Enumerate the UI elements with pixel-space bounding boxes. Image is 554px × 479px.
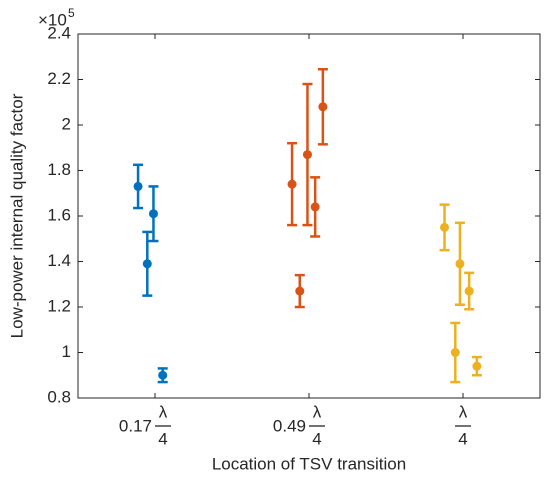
point (158, 370, 168, 380)
y-axis-label: Low-power internal quality factor (7, 93, 26, 338)
y-tick-label: 2.4 (47, 23, 71, 42)
x-tick-label-numerator: λ (313, 402, 322, 421)
x-tick-label-denominator: 4 (158, 429, 167, 448)
y-tick-label: 1.6 (47, 205, 71, 224)
x-tick-label-numerator: λ (459, 402, 468, 421)
y-tick-label: 2 (62, 114, 71, 133)
x-tick-label: 0.17 (119, 416, 152, 435)
y-multiplier-exponent: 5 (68, 6, 75, 20)
y-tick-label: 1.4 (47, 251, 71, 270)
point (295, 286, 305, 296)
y-tick-label: 1.2 (47, 296, 71, 315)
point (318, 102, 328, 112)
x-axis-label: Location of TSV transition (212, 454, 406, 473)
point (472, 361, 482, 371)
point (148, 209, 158, 219)
point (455, 259, 465, 269)
x-tick-label: 0.49 (273, 416, 306, 435)
plot-box (77, 33, 541, 399)
y-tick-label: 1.8 (47, 160, 71, 179)
point (287, 179, 297, 189)
y-tick-label: 0.8 (47, 387, 71, 406)
point (450, 348, 460, 357)
point (464, 286, 474, 296)
point (133, 181, 143, 191)
y-multiplier-base: ×10 (38, 10, 67, 29)
y-tick-label: 2.2 (47, 69, 71, 88)
point (142, 259, 152, 269)
point (440, 222, 450, 232)
point (310, 202, 320, 212)
x-tick-label-denominator: 4 (312, 429, 321, 448)
x-tick-label-numerator: λ (159, 402, 168, 421)
x-tick-label-denominator: 4 (458, 429, 467, 448)
point (302, 150, 312, 160)
y-tick-label: 1 (62, 342, 71, 361)
